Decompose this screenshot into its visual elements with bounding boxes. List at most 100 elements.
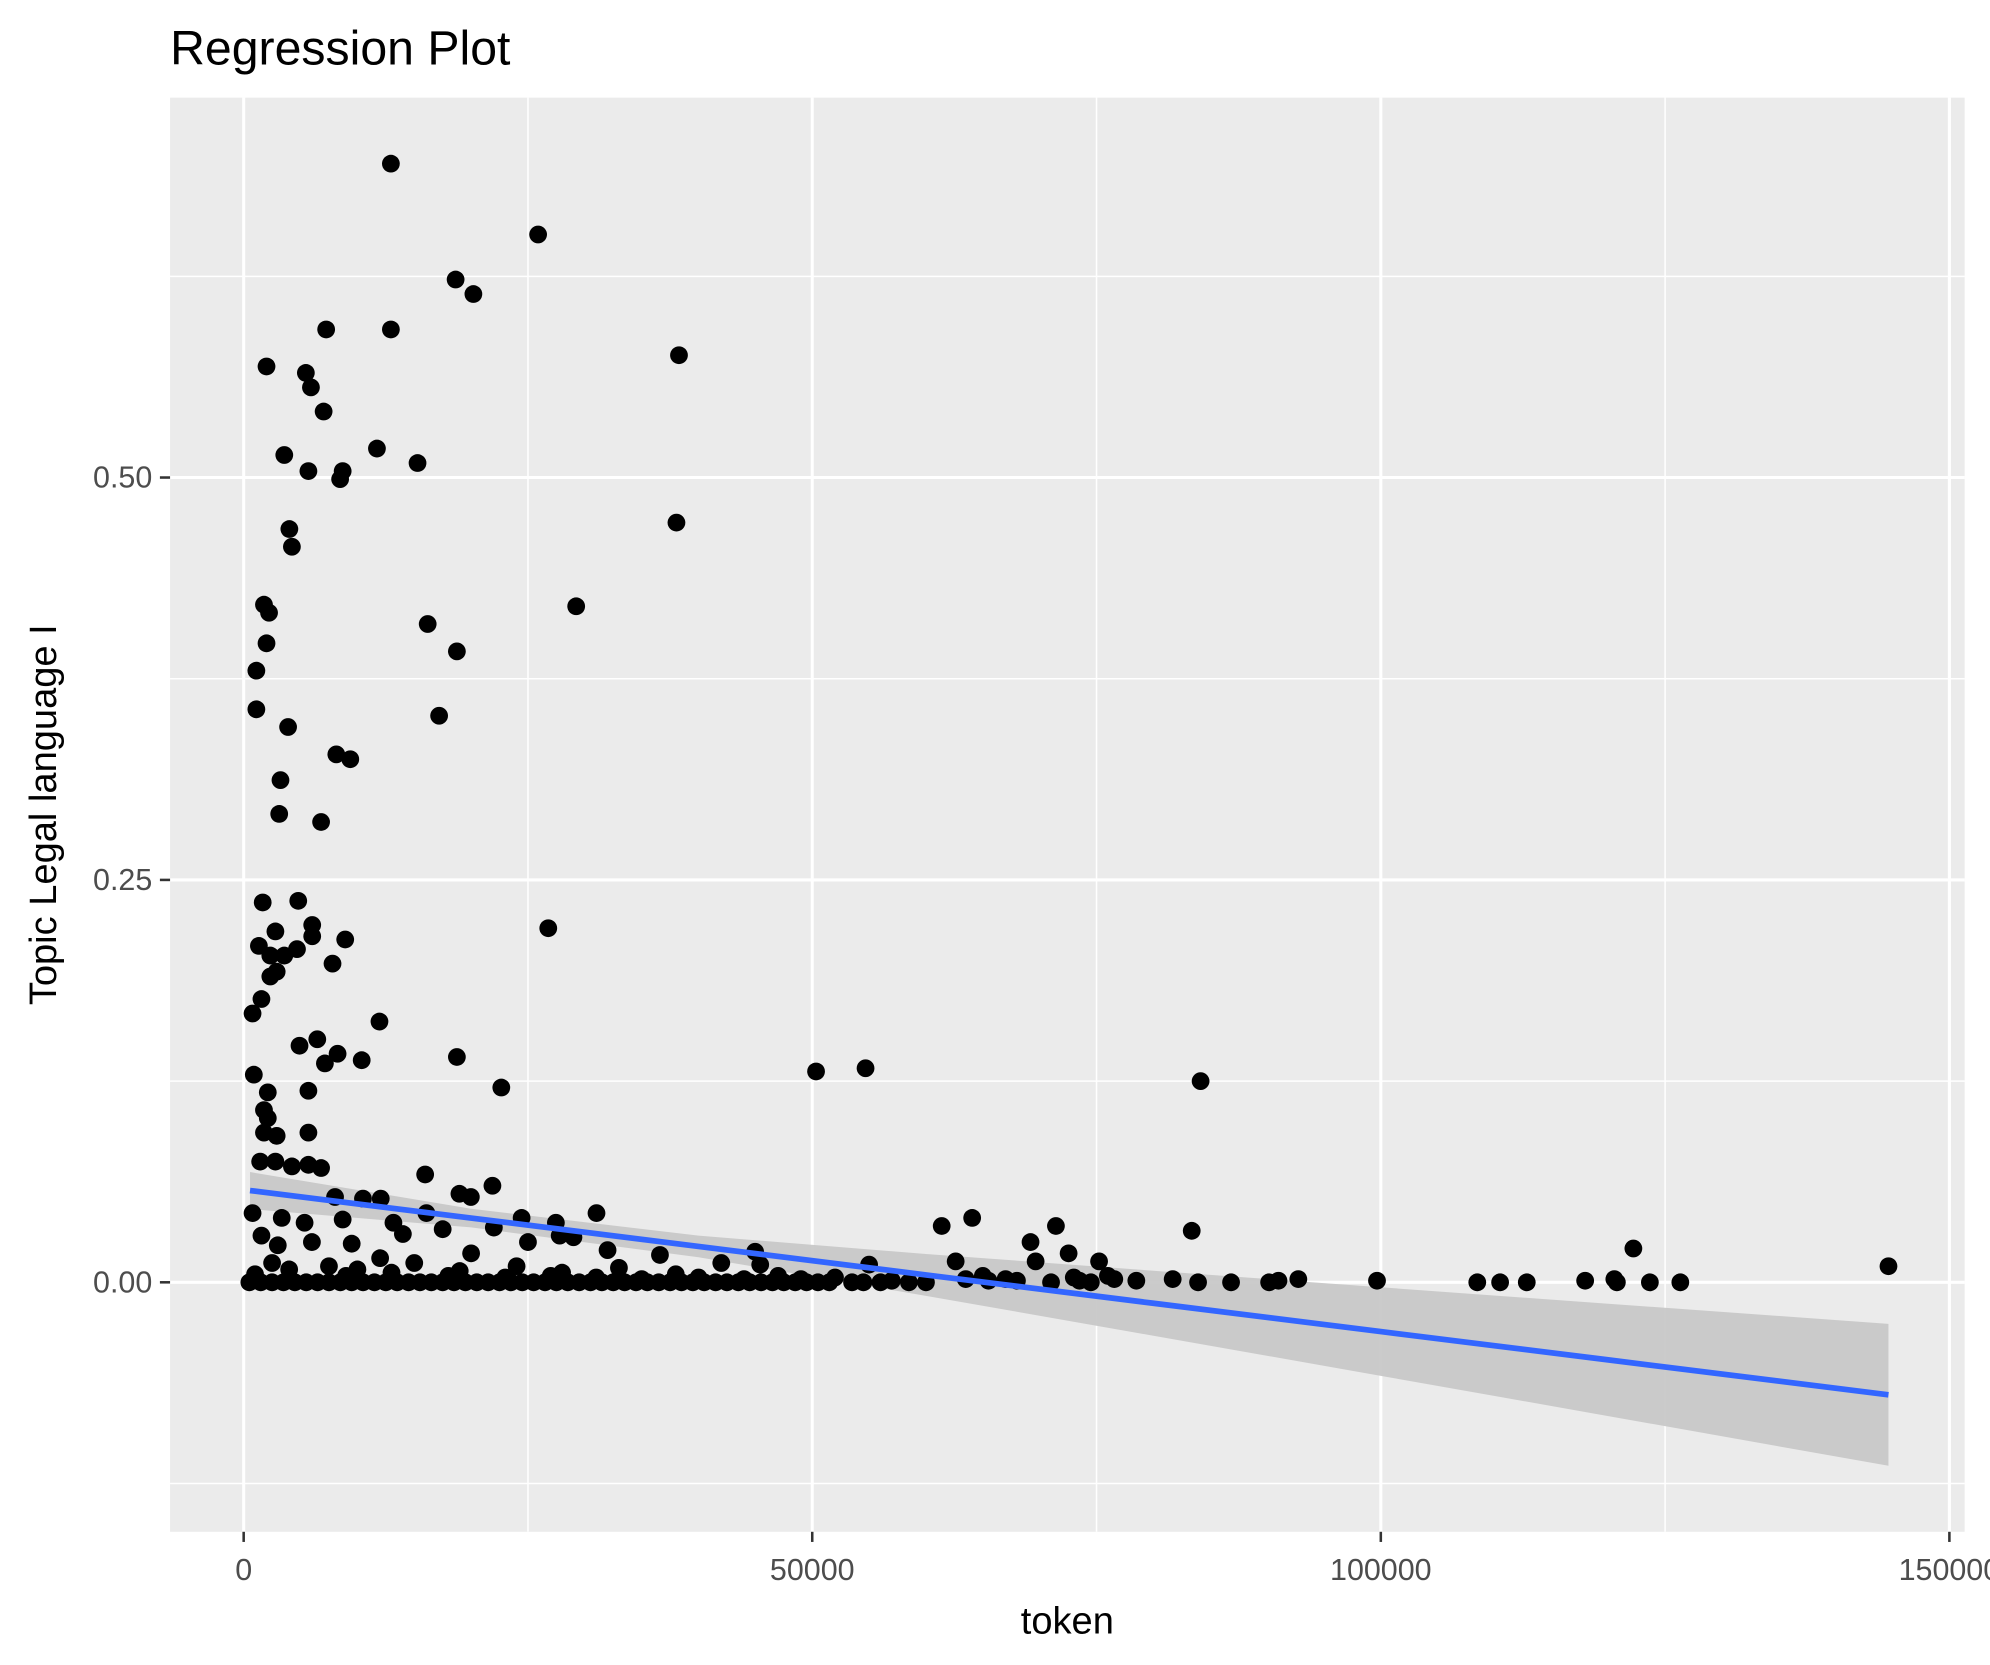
data-point: [541, 1266, 560, 1285]
data-point: [1099, 1266, 1117, 1285]
data-point: [430, 706, 449, 725]
y-axis-label: Topic Legal language I: [23, 624, 65, 1005]
data-point: [1468, 1273, 1487, 1292]
data-point: [1491, 1273, 1509, 1292]
data-point: [352, 1051, 371, 1070]
data-point: [289, 891, 308, 910]
data-point: [261, 967, 280, 986]
data-point: [308, 1030, 327, 1049]
data-point: [270, 805, 289, 823]
regression-line: [249, 1187, 1889, 1398]
data-point: [492, 1078, 511, 1097]
data-point: [1222, 1273, 1240, 1292]
data-point: [371, 1249, 390, 1268]
data-point: [461, 1188, 480, 1206]
data-point: [280, 520, 299, 538]
chart-title: Regression Plot: [170, 22, 511, 76]
data-point: [368, 439, 386, 458]
data-point: [393, 1225, 412, 1243]
data-point: [651, 1246, 669, 1264]
data-point: [341, 750, 360, 769]
data-point: [446, 270, 465, 289]
data-point: [670, 346, 688, 365]
data-point: [667, 513, 686, 532]
data-point: [263, 1254, 281, 1272]
data-point: [610, 1258, 628, 1277]
data-point: [295, 1213, 314, 1232]
data-point: [689, 1268, 708, 1287]
data-point: [496, 1268, 515, 1287]
data-point: [963, 1209, 982, 1227]
data-point: [246, 1265, 264, 1284]
data-point: [316, 1054, 334, 1073]
data-point: [337, 1266, 355, 1285]
data-point: [539, 919, 558, 938]
data-point: [296, 364, 315, 382]
data-point: [854, 1273, 873, 1292]
data-point: [791, 1270, 810, 1288]
x-tick-label: 50000: [770, 1553, 855, 1587]
data-point: [275, 446, 294, 464]
data-point: [1640, 1273, 1659, 1292]
data-point: [290, 1036, 309, 1055]
data-point: [405, 1254, 424, 1272]
data-point: [382, 1263, 401, 1282]
data-point: [331, 470, 350, 489]
data-point: [1269, 1271, 1288, 1290]
data-point: [302, 378, 320, 397]
data-point: [333, 1210, 352, 1229]
data-point: [712, 1254, 731, 1272]
data-point: [1189, 1273, 1207, 1292]
data-point: [371, 1189, 390, 1208]
data-point: [1368, 1271, 1386, 1290]
data-point: [280, 1260, 299, 1279]
data-point: [900, 1273, 918, 1292]
data-point: [266, 1152, 285, 1171]
data-point: [439, 1266, 458, 1285]
data-point: [299, 462, 318, 480]
data-point: [320, 1257, 338, 1276]
data-point: [328, 1044, 347, 1063]
data-point: [268, 1236, 287, 1255]
data-point: [1047, 1217, 1065, 1235]
data-point: [382, 154, 400, 173]
data-point: [932, 1217, 951, 1235]
data-point: [462, 1244, 480, 1263]
x-tick-label: 100000: [1330, 1553, 1432, 1587]
data-point: [266, 922, 285, 941]
y-tick-label: 0.25: [93, 863, 152, 897]
data-point: [416, 1165, 435, 1184]
x-axis-label: token: [1021, 1600, 1114, 1642]
data-point: [826, 1268, 844, 1287]
data-point: [252, 1226, 271, 1245]
data-point: [1517, 1273, 1536, 1292]
data-point: [252, 990, 271, 1008]
data-point: [327, 745, 346, 764]
data-point: [1182, 1221, 1201, 1240]
data-point: [283, 537, 301, 556]
data-point: [856, 1059, 875, 1078]
data-point: [507, 1257, 526, 1276]
data-point: [735, 1270, 753, 1288]
data-point: [408, 454, 427, 472]
data-point: [336, 930, 355, 949]
data-point: [243, 1204, 262, 1222]
data-point: [1289, 1270, 1308, 1288]
data-point: [464, 285, 483, 303]
data-point: [1576, 1271, 1595, 1290]
data-point: [299, 1123, 318, 1142]
data-point: [1021, 1233, 1040, 1251]
data-point: [587, 1204, 606, 1222]
data-point: [260, 603, 278, 622]
data-point: [271, 771, 290, 790]
data-point: [251, 1152, 270, 1171]
data-point: [244, 1065, 263, 1084]
data-point: [1191, 1072, 1210, 1090]
data-point: [448, 1048, 466, 1066]
data-point: [1607, 1273, 1626, 1292]
data-point: [751, 1255, 770, 1274]
y-tick-label: 0.50: [93, 461, 152, 495]
